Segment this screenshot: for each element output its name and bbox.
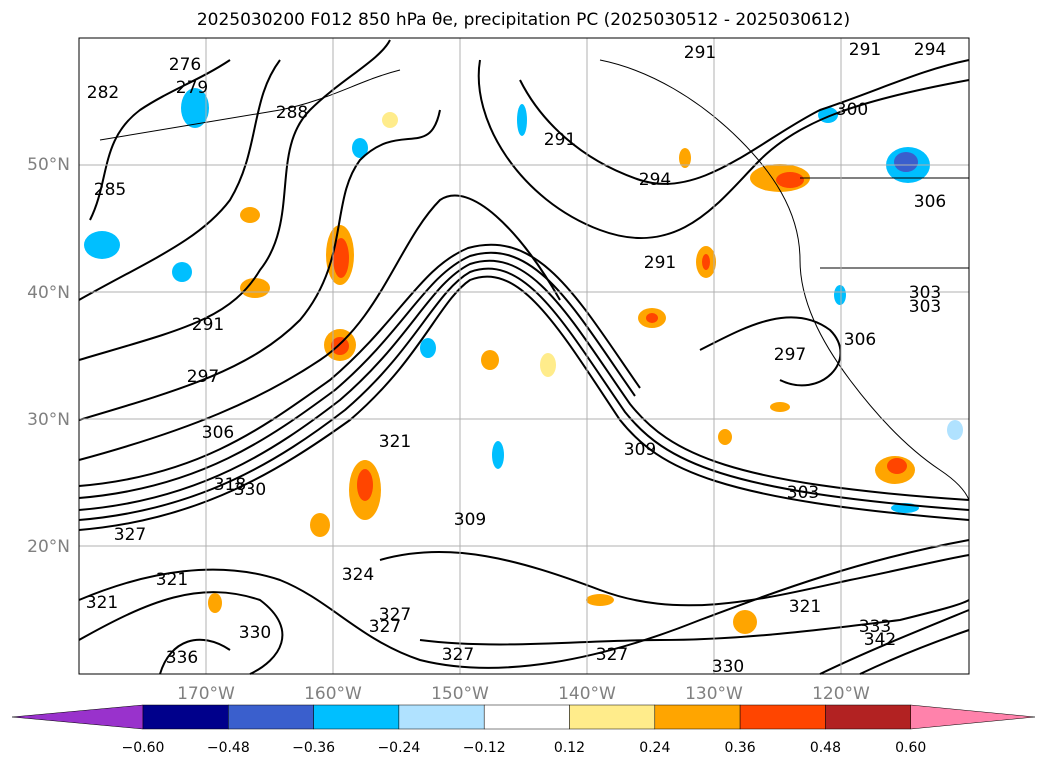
contour-label: 285: [94, 180, 126, 200]
contour-label: 342: [864, 630, 896, 650]
plot-frame: [78, 37, 970, 675]
contour-label: 327: [596, 645, 628, 665]
contour-label: 291: [192, 315, 224, 335]
lat-label: 40°N: [27, 283, 70, 303]
contour-label: 321: [379, 432, 411, 452]
contour-label: 279: [176, 78, 208, 98]
contour-label: 336: [166, 648, 198, 668]
contour-label: 324: [342, 565, 374, 585]
contour-label: 276: [169, 55, 201, 75]
colorbar-segment: [142, 704, 229, 730]
contour-label: 327: [442, 645, 474, 665]
colorbar-segment: [739, 704, 826, 730]
contour-label: 291: [644, 253, 676, 273]
colorbar-tick-label: −0.36: [292, 740, 335, 756]
colorbar: −0.60 −0.48 −0.36 −0.24 −0.12 0.12 0.24 0.36 0.4…: [11, 704, 1036, 756]
contour-label: 321: [156, 570, 188, 590]
contour-label: 330: [239, 623, 271, 643]
colorbar-tick-label: 0.48: [810, 740, 841, 756]
latitude-labels: 50°N 40°N 30°N 20°N: [27, 155, 70, 557]
contour-label: 330: [712, 657, 744, 677]
contour-label: 306: [844, 330, 876, 350]
contour-label: 327: [114, 525, 146, 545]
gridlines: [79, 38, 969, 674]
contour-label: 297: [187, 367, 219, 387]
lat-label: 30°N: [27, 410, 70, 430]
colorbar-segment: [313, 704, 400, 730]
plot-area: [79, 38, 969, 674]
colorbar-segment: [910, 704, 1036, 730]
contour-label: 291: [684, 43, 716, 63]
colorbar-segment: [825, 704, 911, 730]
contour-label: 327: [369, 617, 401, 637]
colorbar-segment: [228, 704, 314, 730]
colorbar-tick-label: −0.48: [207, 740, 250, 756]
contour-labels: 276 279 282 285 288 291 291 291 291 291 294 294 297 2…: [86, 40, 946, 677]
lat-label: 20°N: [27, 537, 70, 557]
contour-label: 297: [774, 345, 806, 365]
colorbar-segment: [398, 704, 485, 730]
contour-label: 303: [909, 283, 941, 303]
colorbar-tick-label: 0.24: [639, 740, 670, 756]
contour-label: 330: [234, 480, 266, 500]
contour-label: 291: [544, 130, 576, 150]
contour-label: 303: [909, 297, 941, 317]
colorbar-segment: [569, 704, 656, 730]
contour-label: 303: [787, 483, 819, 503]
colorbar-tick-label: 0.60: [895, 740, 926, 756]
colorbar-segment: [483, 704, 570, 730]
colorbar-tick-label: 0.12: [554, 740, 585, 756]
contour-label: 294: [914, 40, 946, 60]
colorbar-tick-label: −0.24: [377, 740, 420, 756]
lon-label: 170°W: [177, 684, 235, 704]
lon-label: 120°W: [812, 684, 870, 704]
contour-label: 294: [639, 170, 671, 190]
lat-label: 50°N: [27, 155, 70, 175]
colorbar-tick-label: −0.12: [463, 740, 506, 756]
contour-label: 306: [914, 192, 946, 212]
colorbar-segment: [654, 704, 741, 730]
contour-label: 306: [202, 423, 234, 443]
coastline: [99, 59, 970, 501]
lon-label: 150°W: [431, 684, 489, 704]
map-title: 2025030200 F012 850 hPa θe, precipitatio…: [196, 10, 851, 30]
contour-label: 333: [859, 617, 891, 637]
lon-label: 140°W: [558, 684, 616, 704]
contour-label: 288: [276, 103, 308, 123]
lon-label: 130°W: [685, 684, 743, 704]
colorbar-tick-label: −0.60: [122, 740, 165, 756]
contour-label: 300: [836, 100, 868, 120]
theta-e-contours: [78, 39, 970, 675]
contour-label: 309: [624, 440, 656, 460]
longitude-labels: 170°W 160°W 150°W 140°W 130°W 120°W: [177, 684, 870, 704]
contour-label: 282: [87, 83, 119, 103]
contour-label: 309: [454, 510, 486, 530]
contour-label: 327: [379, 605, 411, 625]
colorbar-tick-label: 0.36: [725, 740, 756, 756]
contour-label: 318: [214, 475, 246, 495]
lon-label: 160°W: [304, 684, 362, 704]
contour-label: 291: [849, 40, 881, 60]
contour-label: 321: [86, 593, 118, 613]
colorbar-segment: [11, 704, 144, 730]
contour-label: 321: [789, 597, 821, 617]
